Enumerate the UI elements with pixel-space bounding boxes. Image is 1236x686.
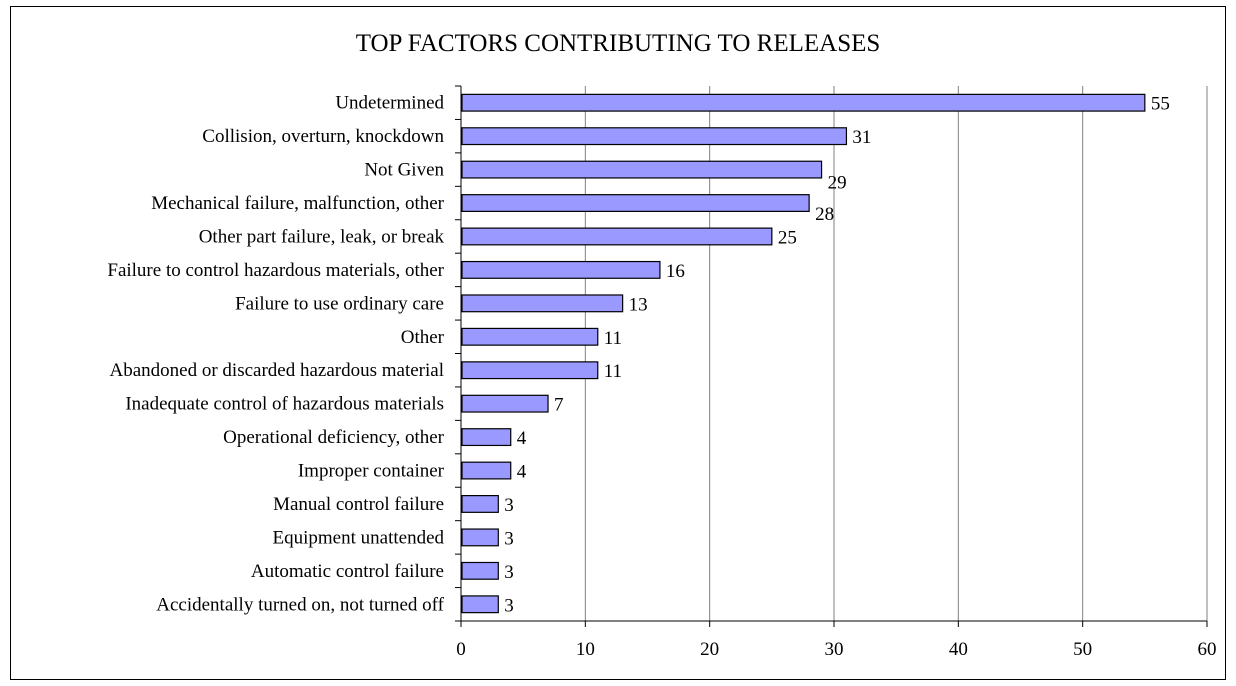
value-label: 31 (852, 127, 871, 148)
chart-title: TOP FACTORS CONTRIBUTING TO RELEASES (355, 30, 881, 57)
bar (461, 93, 1146, 112)
value-label: 28 (815, 204, 834, 225)
x-tick-label: 50 (1073, 639, 1092, 660)
x-tick-label: 40 (949, 639, 968, 660)
value-label: 16 (666, 261, 685, 282)
category-label: Collision, overturn, knockdown (202, 126, 444, 147)
category-label: Manual control failure (273, 494, 444, 515)
value-label: 4 (517, 462, 527, 483)
category-label: Failure to use ordinary care (235, 293, 444, 314)
bar (461, 428, 512, 447)
category-label: Accidentally turned on, not turned off (156, 594, 444, 615)
category-label: Automatic control failure (251, 561, 444, 582)
bar (461, 528, 499, 547)
bars (461, 93, 1146, 614)
bar (461, 260, 661, 279)
bar (461, 294, 624, 313)
category-label: Mechanical failure, malfunction, other (151, 193, 444, 214)
bar (461, 461, 512, 480)
bar (461, 495, 499, 513)
value-label: 25 (778, 227, 797, 248)
bar (461, 327, 599, 346)
category-label: Other (401, 327, 445, 348)
labels: 0 10 20 30 40 50 60 Undetermined 55 Collision, ov… (107, 93, 1216, 660)
bar (461, 361, 599, 380)
category-label: Abandoned or discarded hazardous materia… (110, 360, 444, 381)
value-label: 11 (604, 328, 622, 349)
category-label: Improper container (298, 461, 445, 482)
category-label: Operational deficiency, other (223, 427, 445, 448)
chart-frame (10, 6, 1226, 680)
category-label: Other part failure, leak, or break (199, 226, 445, 247)
bar (461, 394, 549, 413)
category-label: Undetermined (335, 93, 444, 114)
bar (461, 595, 499, 614)
value-label: 13 (629, 294, 648, 315)
category-label: Not Given (364, 160, 444, 181)
x-tick-label: 20 (700, 639, 719, 660)
bar (461, 160, 823, 179)
x-tick-label: 60 (1198, 639, 1217, 660)
value-label: 29 (828, 173, 847, 194)
value-label: 3 (504, 595, 514, 616)
bar (461, 127, 848, 146)
value-label: 7 (554, 395, 564, 416)
bar (461, 227, 773, 246)
category-label: Inadequate control of hazardous material… (125, 394, 444, 415)
value-label: 3 (504, 495, 514, 516)
value-label: 3 (504, 528, 514, 549)
value-label: 55 (1151, 94, 1170, 115)
value-label: 11 (604, 361, 622, 382)
value-label: 4 (517, 428, 527, 449)
bar (461, 194, 810, 212)
axes (455, 85, 1208, 627)
category-label: Failure to control hazardous materials, … (107, 260, 444, 281)
value-label: 3 (504, 562, 514, 583)
x-tick-label: 0 (456, 639, 466, 660)
x-tick-label: 30 (825, 639, 844, 660)
bar (461, 561, 499, 580)
x-tick-label: 10 (576, 639, 595, 660)
category-label: Equipment unattended (273, 527, 445, 548)
